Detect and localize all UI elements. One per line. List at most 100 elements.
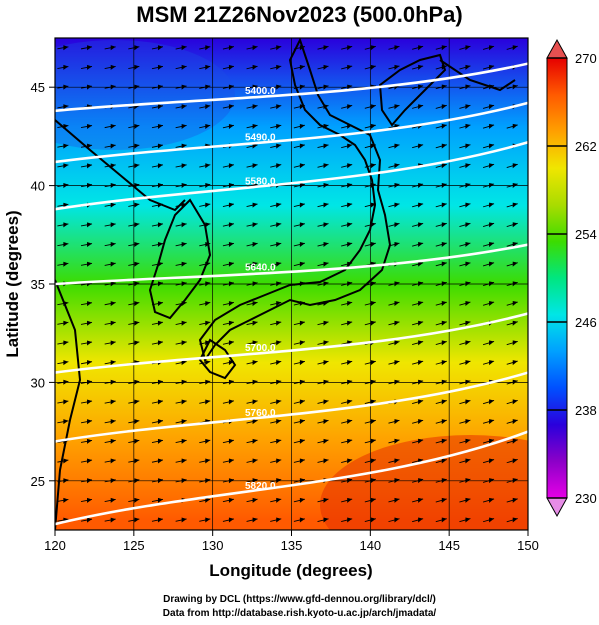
wind-arrow [459, 438, 471, 444]
wind-arrow [435, 478, 447, 484]
wind-arrow [104, 202, 116, 208]
wind-arrow [151, 340, 164, 346]
wind-arrow [80, 84, 93, 90]
contour-label: 5580.0 [245, 176, 276, 187]
wind-arrow [222, 45, 235, 51]
y-axis-ticks: 25 30 35 40 45 [31, 80, 55, 489]
wind-arrow [317, 202, 329, 208]
wind-arrow [412, 104, 424, 110]
wind-arrow [175, 84, 187, 90]
wind-arrow [222, 222, 235, 228]
wind-arrow [270, 202, 282, 208]
wind-arrow [341, 45, 353, 51]
wind-arrow [151, 497, 164, 503]
wind-arrow [435, 45, 447, 51]
x-tick-label: 150 [517, 538, 539, 553]
wind-arrow [412, 399, 424, 405]
wind-arrow [175, 458, 187, 464]
wind-arrow [128, 163, 140, 169]
colorbar-tick-label: 238 [575, 403, 597, 418]
wind-arrow [199, 261, 211, 267]
wind-arrow [293, 301, 305, 307]
wind-arrow [57, 104, 69, 110]
wind-arrow [293, 458, 305, 464]
y-tick-label: 25 [31, 474, 45, 489]
wind-arrow [364, 497, 376, 503]
wind-arrow [412, 438, 424, 444]
wind-arrow [222, 340, 235, 346]
wind-arrow [341, 143, 353, 149]
contour-label: 5700.0 [245, 343, 276, 354]
wind-arrow [175, 202, 187, 208]
wind-arrow [388, 281, 400, 287]
wind-arrow [199, 438, 211, 444]
wind-arrow [412, 182, 424, 188]
wind-arrow [317, 222, 329, 228]
wind-arrow [199, 202, 211, 208]
wind-arrow [317, 419, 329, 425]
wind-arrow [57, 478, 69, 484]
wind-arrow [317, 458, 329, 464]
height-contours: 5400.0 5490.0 5580.0 5640.0 5700.0 5760.0 5820… [55, 62, 528, 526]
wind-arrow [57, 301, 69, 307]
wind-arrow [482, 399, 495, 405]
wind-arrow [104, 399, 116, 405]
wind-arrow [412, 281, 424, 287]
wind-arrow [104, 281, 116, 287]
wind-arrow [482, 261, 495, 267]
wind-arrow [199, 379, 211, 385]
wind-arrow [459, 104, 471, 110]
wind-arrow [293, 123, 305, 129]
wind-arrow [482, 478, 495, 484]
wind-arrow [459, 419, 471, 425]
wind-arrow [459, 478, 471, 484]
y-tick-label: 35 [31, 277, 45, 292]
wind-arrow [80, 64, 93, 70]
wind-arrow [317, 163, 329, 169]
wind-arrow [506, 360, 518, 366]
wind-arrow [270, 84, 282, 90]
wind-arrow [80, 45, 93, 51]
wind-arrow [317, 517, 329, 523]
wind-arrow [246, 64, 258, 70]
wind-arrow [293, 517, 305, 523]
colorbar-ticks: 230 238 246 254 262 270 [547, 51, 597, 506]
wind-arrow [246, 104, 258, 110]
wind-arrow [364, 222, 376, 228]
wind-arrow [412, 45, 424, 51]
wind-arrow [128, 497, 140, 503]
wind-arrow [270, 320, 282, 326]
contour-line [55, 312, 528, 374]
wind-arrow [388, 242, 400, 248]
wind-arrow [341, 104, 353, 110]
wind-arrow [128, 64, 140, 70]
wind-arrow [246, 123, 258, 129]
wind-arrow [317, 64, 329, 70]
wind-arrow [482, 202, 495, 208]
wind-arrow [341, 360, 353, 366]
wind-arrow [246, 478, 258, 484]
wind-arrow [459, 301, 471, 307]
wind-arrow [104, 438, 116, 444]
wind-arrow [199, 123, 211, 129]
wind-arrow [293, 478, 305, 484]
wind-arrow [482, 301, 495, 307]
wind-arrow [482, 241, 495, 247]
wind-arrow [482, 458, 495, 464]
wind-arrow [317, 104, 329, 110]
wind-arrow [317, 182, 329, 188]
wind-arrow [317, 320, 329, 326]
wind-arrow [151, 143, 164, 149]
wind-arrow [506, 458, 518, 464]
contour-label: 5820.0 [245, 481, 276, 492]
wind-arrow [341, 163, 353, 169]
wind-arrow [175, 242, 187, 248]
wind-arrow [128, 419, 140, 425]
wind-arrow [388, 301, 400, 307]
wind-arrow [412, 261, 424, 267]
wind-arrow [57, 497, 69, 503]
wind-arrow [412, 143, 424, 149]
wind-arrow [317, 281, 329, 287]
wind-arrow [482, 419, 495, 425]
wind-arrow [270, 497, 282, 503]
